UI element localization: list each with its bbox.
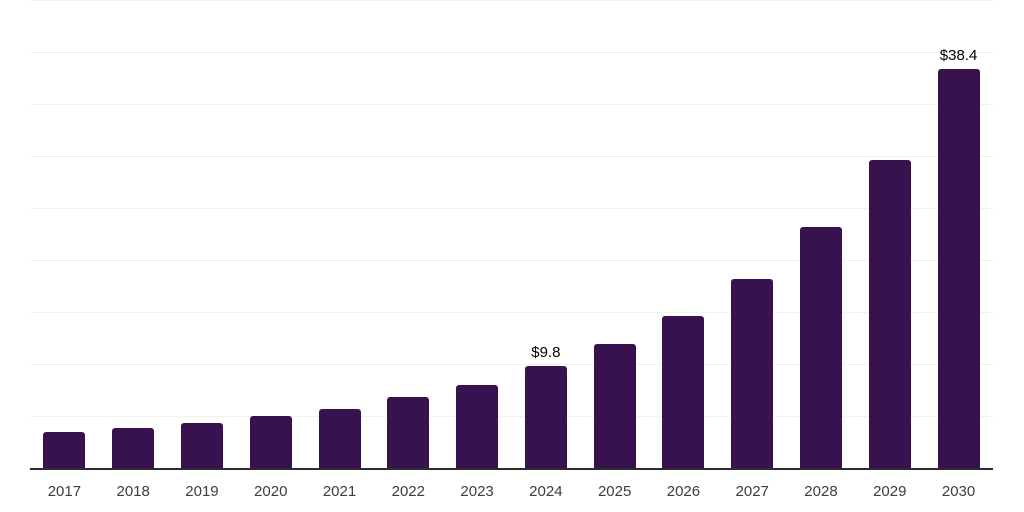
bar-2023	[456, 384, 499, 468]
bar-2019	[180, 423, 223, 468]
bar-2027	[731, 278, 774, 468]
bar-2018	[112, 428, 155, 468]
bar-2026	[662, 316, 705, 468]
bar-slot-2025	[580, 0, 649, 468]
bar-slot-2022	[374, 0, 443, 468]
bar-slot-2026	[649, 0, 718, 468]
x-tick-label-2020: 2020	[254, 483, 288, 500]
x-tick-label-2018: 2018	[116, 483, 150, 500]
x-tick-label-2027: 2027	[735, 483, 769, 500]
bar-2022	[387, 397, 430, 468]
x-tick-label-2025: 2025	[597, 483, 632, 500]
x-tick-label-2019: 2019	[185, 483, 219, 500]
bar-slot-2017	[30, 0, 99, 468]
x-tick-label-2024: 2024	[529, 483, 563, 500]
gridline-35	[30, 104, 993, 105]
bar-2029	[868, 160, 911, 468]
bar-slot-2023	[443, 0, 512, 468]
bar-slot-2030: $38.4	[924, 0, 993, 468]
bar-2017	[43, 431, 86, 468]
gridline-10	[30, 364, 993, 365]
x-axis-line	[30, 468, 993, 470]
bar-slot-2024: $9.8	[511, 0, 580, 468]
bar-2024	[524, 366, 567, 468]
gridline-45	[30, 0, 993, 1]
bar-2021	[318, 408, 361, 468]
x-axis-labels: 2017 2018 2019 2020 2021 2022 2023 2024 2025 2026…	[30, 483, 993, 501]
x-tick-label-2030: 2030	[941, 483, 976, 500]
bar-slot-2029	[855, 0, 924, 468]
x-tick-label-2026: 2026	[666, 483, 701, 500]
bar-2028	[799, 226, 842, 468]
bar-slot-2020	[236, 0, 305, 468]
x-tick-label-2029: 2029	[873, 483, 907, 500]
bar-slot-2028	[787, 0, 856, 468]
x-tick-label-2022: 2022	[391, 483, 425, 500]
x-tick-label-2023: 2023	[460, 483, 494, 500]
x-tick-label-2028: 2028	[804, 483, 838, 500]
x-tick-label-2021: 2021	[322, 483, 357, 500]
bar-2030	[937, 68, 980, 468]
bar-slot-2018	[99, 0, 168, 468]
x-tick-label-2017: 2017	[47, 483, 82, 500]
plot-area: $9.8 $38.4	[30, 0, 993, 470]
bar-2020	[249, 416, 292, 468]
gridline-30	[30, 156, 993, 157]
gridline-25	[30, 208, 993, 209]
bar-slot-2019	[168, 0, 237, 468]
bars-row: $9.8 $38.4	[30, 0, 993, 468]
gridline-15	[30, 312, 993, 313]
bar-2025	[593, 344, 636, 468]
value-label-2024: $9.8	[531, 344, 561, 362]
bar-slot-2021	[305, 0, 374, 468]
gridline-40	[30, 52, 993, 53]
bar-slot-2027	[718, 0, 787, 468]
gridline-5	[30, 416, 993, 417]
gridline-20	[30, 260, 993, 261]
value-label-2030: $38.4	[939, 46, 978, 64]
